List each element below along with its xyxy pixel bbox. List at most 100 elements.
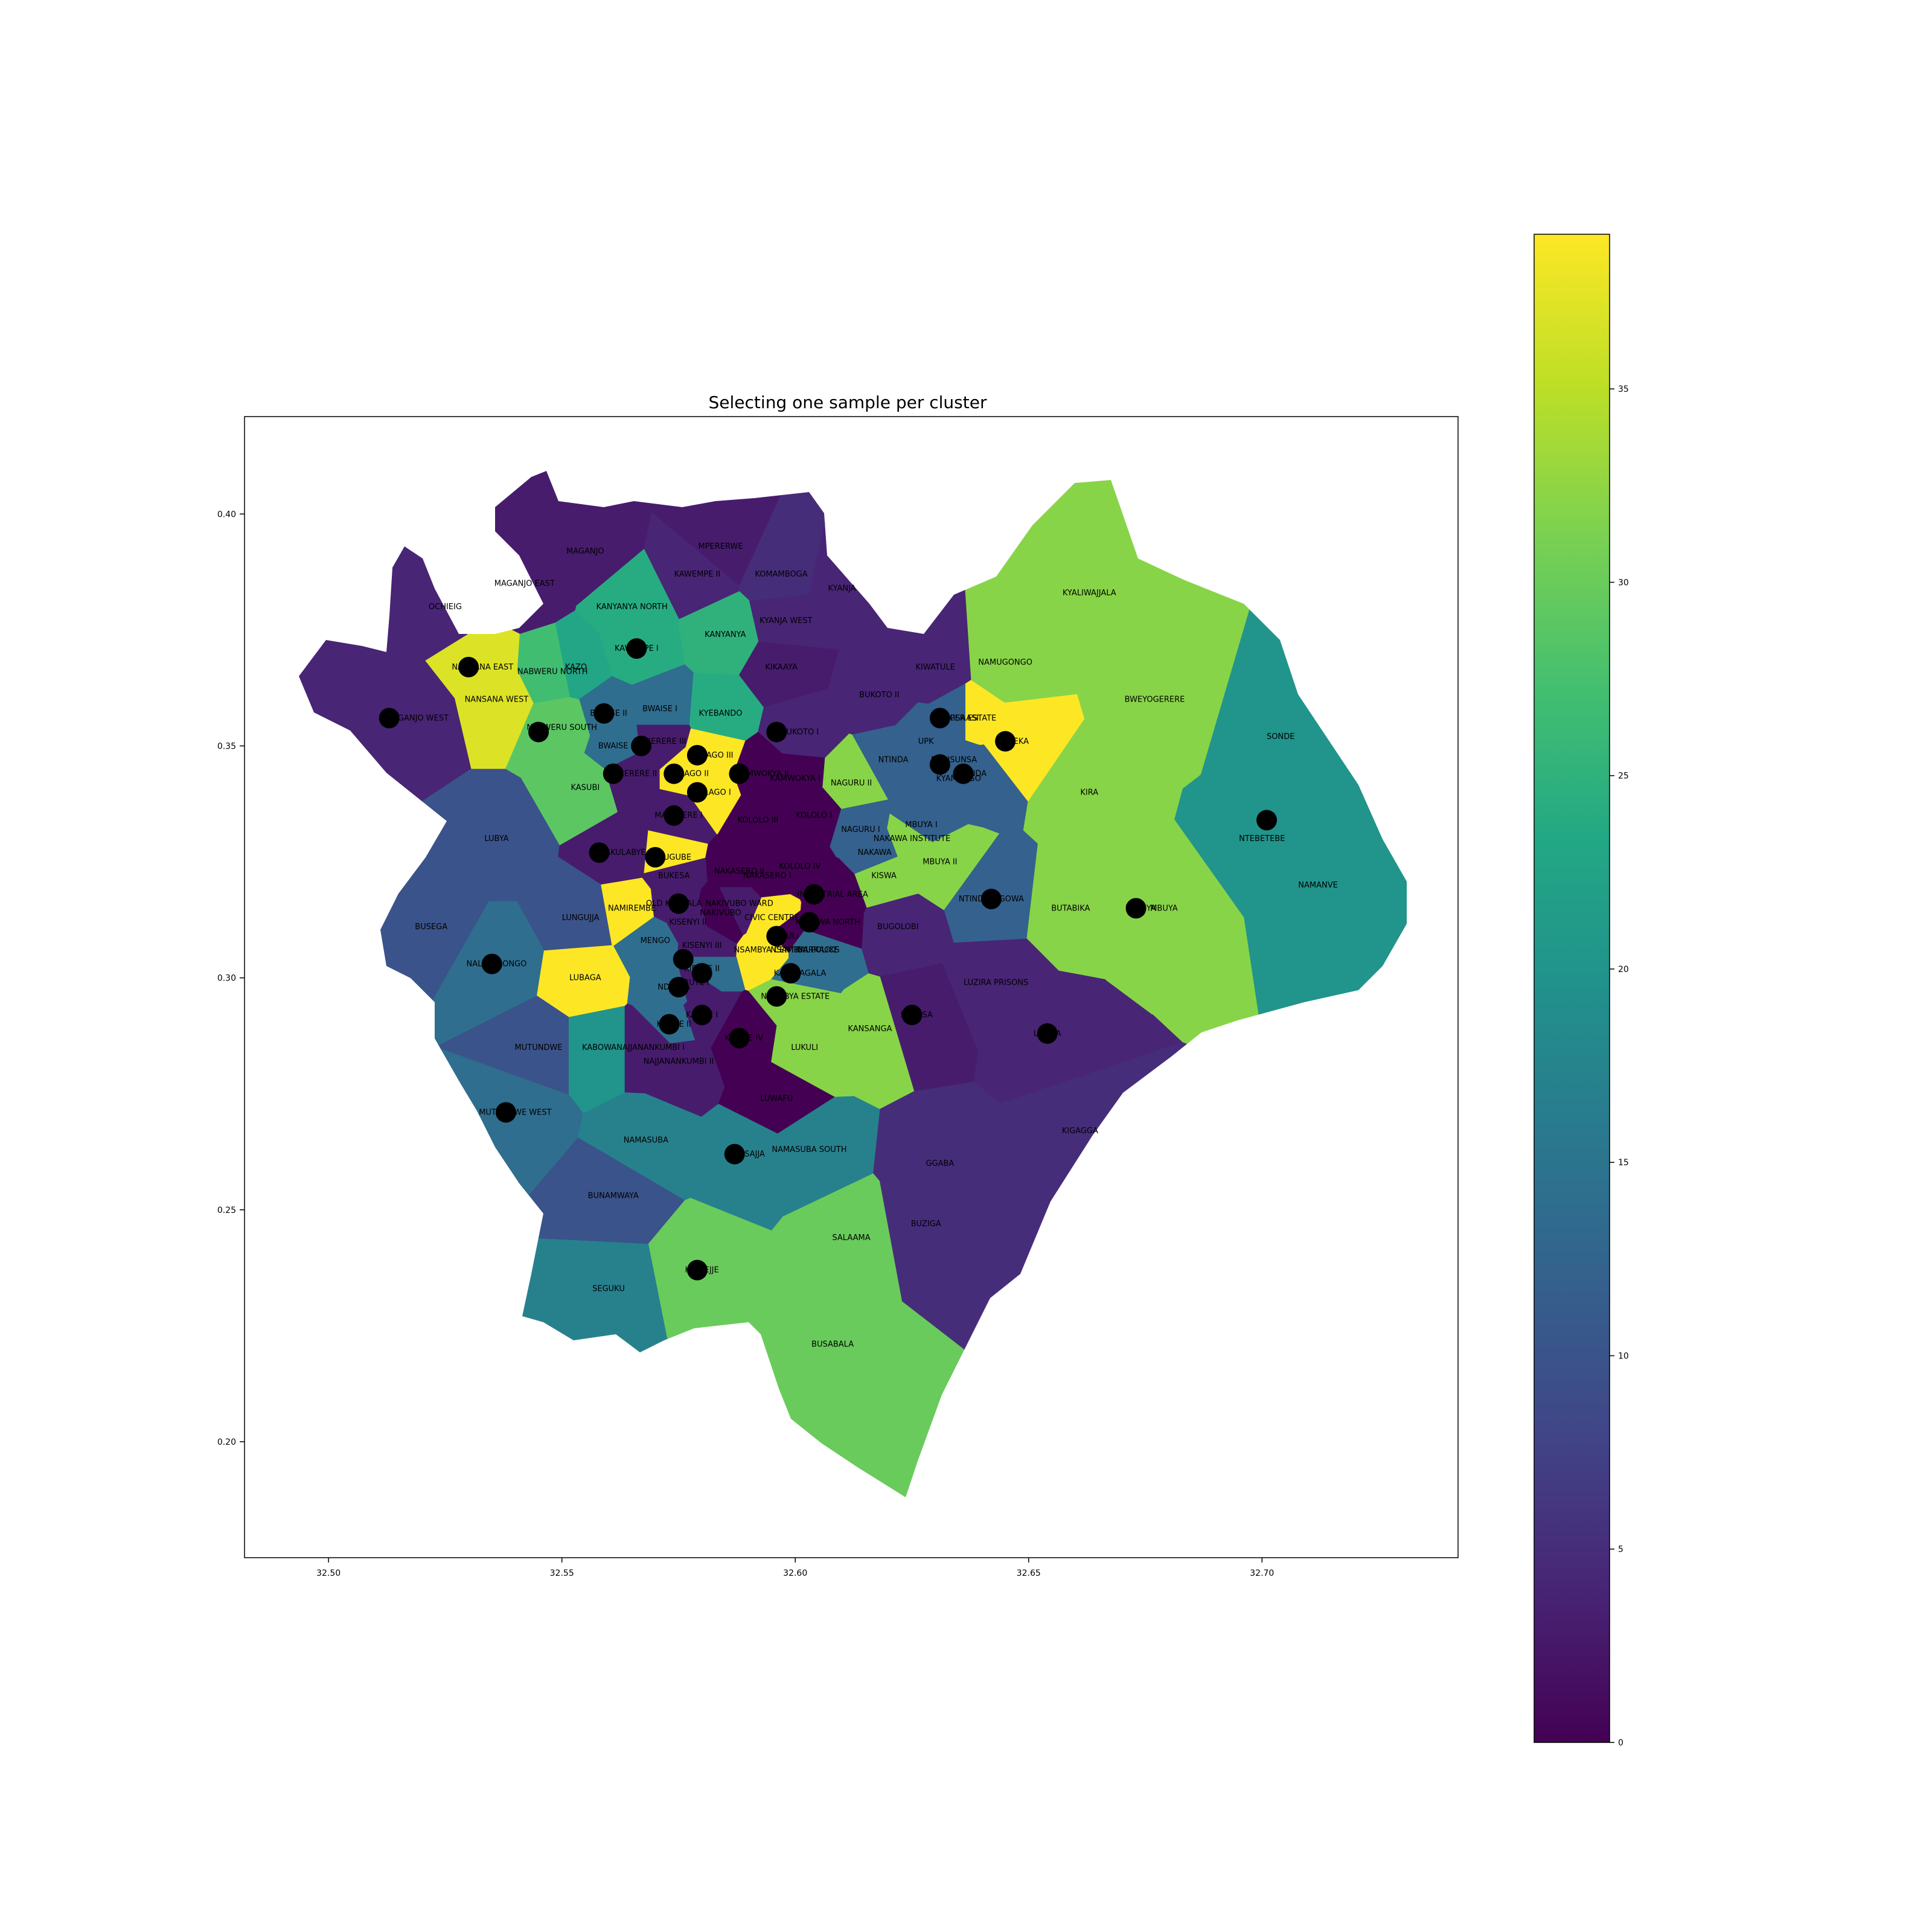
sample-marker — [603, 763, 624, 784]
region-label: SEGUKU — [592, 1284, 625, 1293]
region-label: KANYANYA NORTH — [597, 603, 668, 612]
region-cell — [299, 1046, 584, 1377]
region-label: NAGURU I — [841, 825, 880, 834]
region-label: NAKAWA — [858, 848, 892, 857]
region-label: NSAMBYA CENTRAL — [734, 946, 811, 955]
sample-marker — [668, 893, 689, 914]
region-label: KOLOLO IV — [779, 862, 820, 871]
sample-marker — [528, 721, 549, 743]
sample-marker — [631, 735, 652, 756]
region-label: NAGURU II — [831, 779, 872, 788]
region-label: NAMUGONGO — [978, 658, 1032, 667]
sample-marker — [379, 708, 400, 729]
y-tick-label: 0.20 — [217, 1438, 236, 1447]
region-label: NAMANVE — [1298, 881, 1338, 890]
region-label: NSAMBYA POLICE — [770, 946, 839, 955]
sample-marker — [686, 744, 708, 766]
region-label: MAGANJO — [566, 547, 604, 556]
region-label: MBUYA II — [923, 858, 957, 867]
region-label: MBUYA — [1150, 904, 1178, 913]
map-layer: MAGANJO MPERERWE KAWEMPE II KOMAMBOGA KYEBAN… — [299, 471, 1407, 1497]
plot-frame — [244, 416, 1459, 1558]
sample-marker — [766, 721, 787, 743]
region-label: LUKULI — [791, 1043, 818, 1052]
region-label: BUNAMWAYA — [588, 1192, 639, 1201]
sample-marker — [589, 842, 610, 863]
region-label: NABWERU NORTH — [517, 668, 588, 677]
y-tick-label: 0.35 — [217, 741, 236, 751]
colorbar-tick-label: 25 — [1618, 772, 1629, 781]
region-label: BUKESA — [658, 872, 690, 881]
region-label: MPERERWE — [698, 542, 743, 551]
sample-marker — [901, 1005, 923, 1026]
region-label: NAKIVUBO WARD — [705, 900, 773, 909]
x-tick-label: 32.65 — [1017, 1569, 1041, 1578]
sample-marker — [668, 977, 689, 997]
region-label: KOLOLO III — [738, 816, 779, 825]
sample-marker — [664, 763, 685, 784]
colorbar-tick-label: 35 — [1618, 385, 1629, 394]
sample-markers — [379, 638, 1278, 1281]
sample-marker — [929, 754, 950, 775]
sample-marker — [686, 1259, 708, 1281]
region-label: SONDE — [1267, 732, 1294, 741]
region-label: UPPER ESTATE — [939, 714, 996, 723]
region-label: NAJJANANKUMBI I — [616, 1043, 685, 1052]
region-label: BUGOLOBI — [877, 923, 919, 932]
region-label: KYANJA — [828, 584, 856, 593]
colorbar-gradient — [1534, 234, 1610, 1743]
region-label: KISAASI — [948, 714, 979, 723]
region-label: KYALIWAJJALA — [1063, 589, 1116, 598]
region-label: NAKASERO I — [743, 872, 792, 881]
sample-marker — [995, 731, 1016, 752]
region-label: KYEBANDO — [699, 709, 743, 718]
region-label: UPK — [918, 737, 934, 746]
region-label: LUBAGA — [569, 974, 601, 983]
region-label: NAKULABYE — [600, 848, 646, 857]
region-label: GGABA — [926, 1159, 954, 1168]
sample-marker — [799, 912, 820, 933]
region-label: BUSABALA — [811, 1340, 854, 1349]
region-label: KAZO — [565, 663, 587, 672]
region-label: KYANJA WEST — [760, 616, 813, 625]
region-label: KISWA — [871, 872, 897, 881]
sample-marker — [766, 926, 787, 947]
region-label: KIKAAYA — [765, 663, 798, 672]
colorbar-tick-label: 20 — [1618, 965, 1629, 974]
region-label: KAMWOKYA I — [770, 774, 820, 783]
region-cell — [973, 970, 1183, 1104]
sample-marker — [686, 782, 708, 803]
region-label: NAMIREMBE — [608, 904, 656, 913]
region-label: KANSANGA — [848, 1025, 892, 1034]
region-label: BARRACKS — [798, 946, 840, 955]
region-label: BWAISE I — [642, 705, 677, 714]
region-label: NANSANA WEST — [465, 696, 529, 705]
colorbar-ticks: 0 5 10 15 20 25 30 35 — [1610, 385, 1629, 1748]
sample-marker — [1037, 1023, 1058, 1044]
sample-marker — [729, 763, 750, 784]
region-label: KASUBI — [571, 784, 600, 793]
region-label: NAMASUBA SOUTH — [772, 1145, 846, 1154]
sample-marker — [691, 962, 712, 984]
region-cell — [299, 471, 493, 662]
colorbar-tick-label: 10 — [1618, 1351, 1629, 1361]
region-label: KIWATULE — [915, 663, 955, 672]
sample-marker — [495, 1102, 516, 1123]
region-label: KOLOLO I — [796, 811, 832, 820]
region-label: KABOWA — [582, 1043, 616, 1052]
region-label: MAGANJO EAST — [494, 580, 555, 589]
sample-marker — [980, 889, 1002, 910]
sample-marker — [691, 1005, 712, 1026]
region-label: NAKIVUBO — [700, 909, 741, 918]
sample-marker — [645, 846, 666, 868]
colorbar: 0 5 10 15 20 25 30 35 — [1534, 234, 1629, 1748]
x-tick-label: 32.50 — [316, 1569, 341, 1578]
region-label: LUWAFU — [760, 1094, 793, 1103]
region-label: BWAISE III — [598, 741, 638, 750]
region-label: NTEBETEBE — [1239, 834, 1285, 843]
sample-marker — [929, 708, 950, 729]
sample-marker — [953, 763, 974, 784]
region-label: MBUYA I — [905, 820, 937, 830]
region-label: LUBYA — [484, 834, 508, 843]
